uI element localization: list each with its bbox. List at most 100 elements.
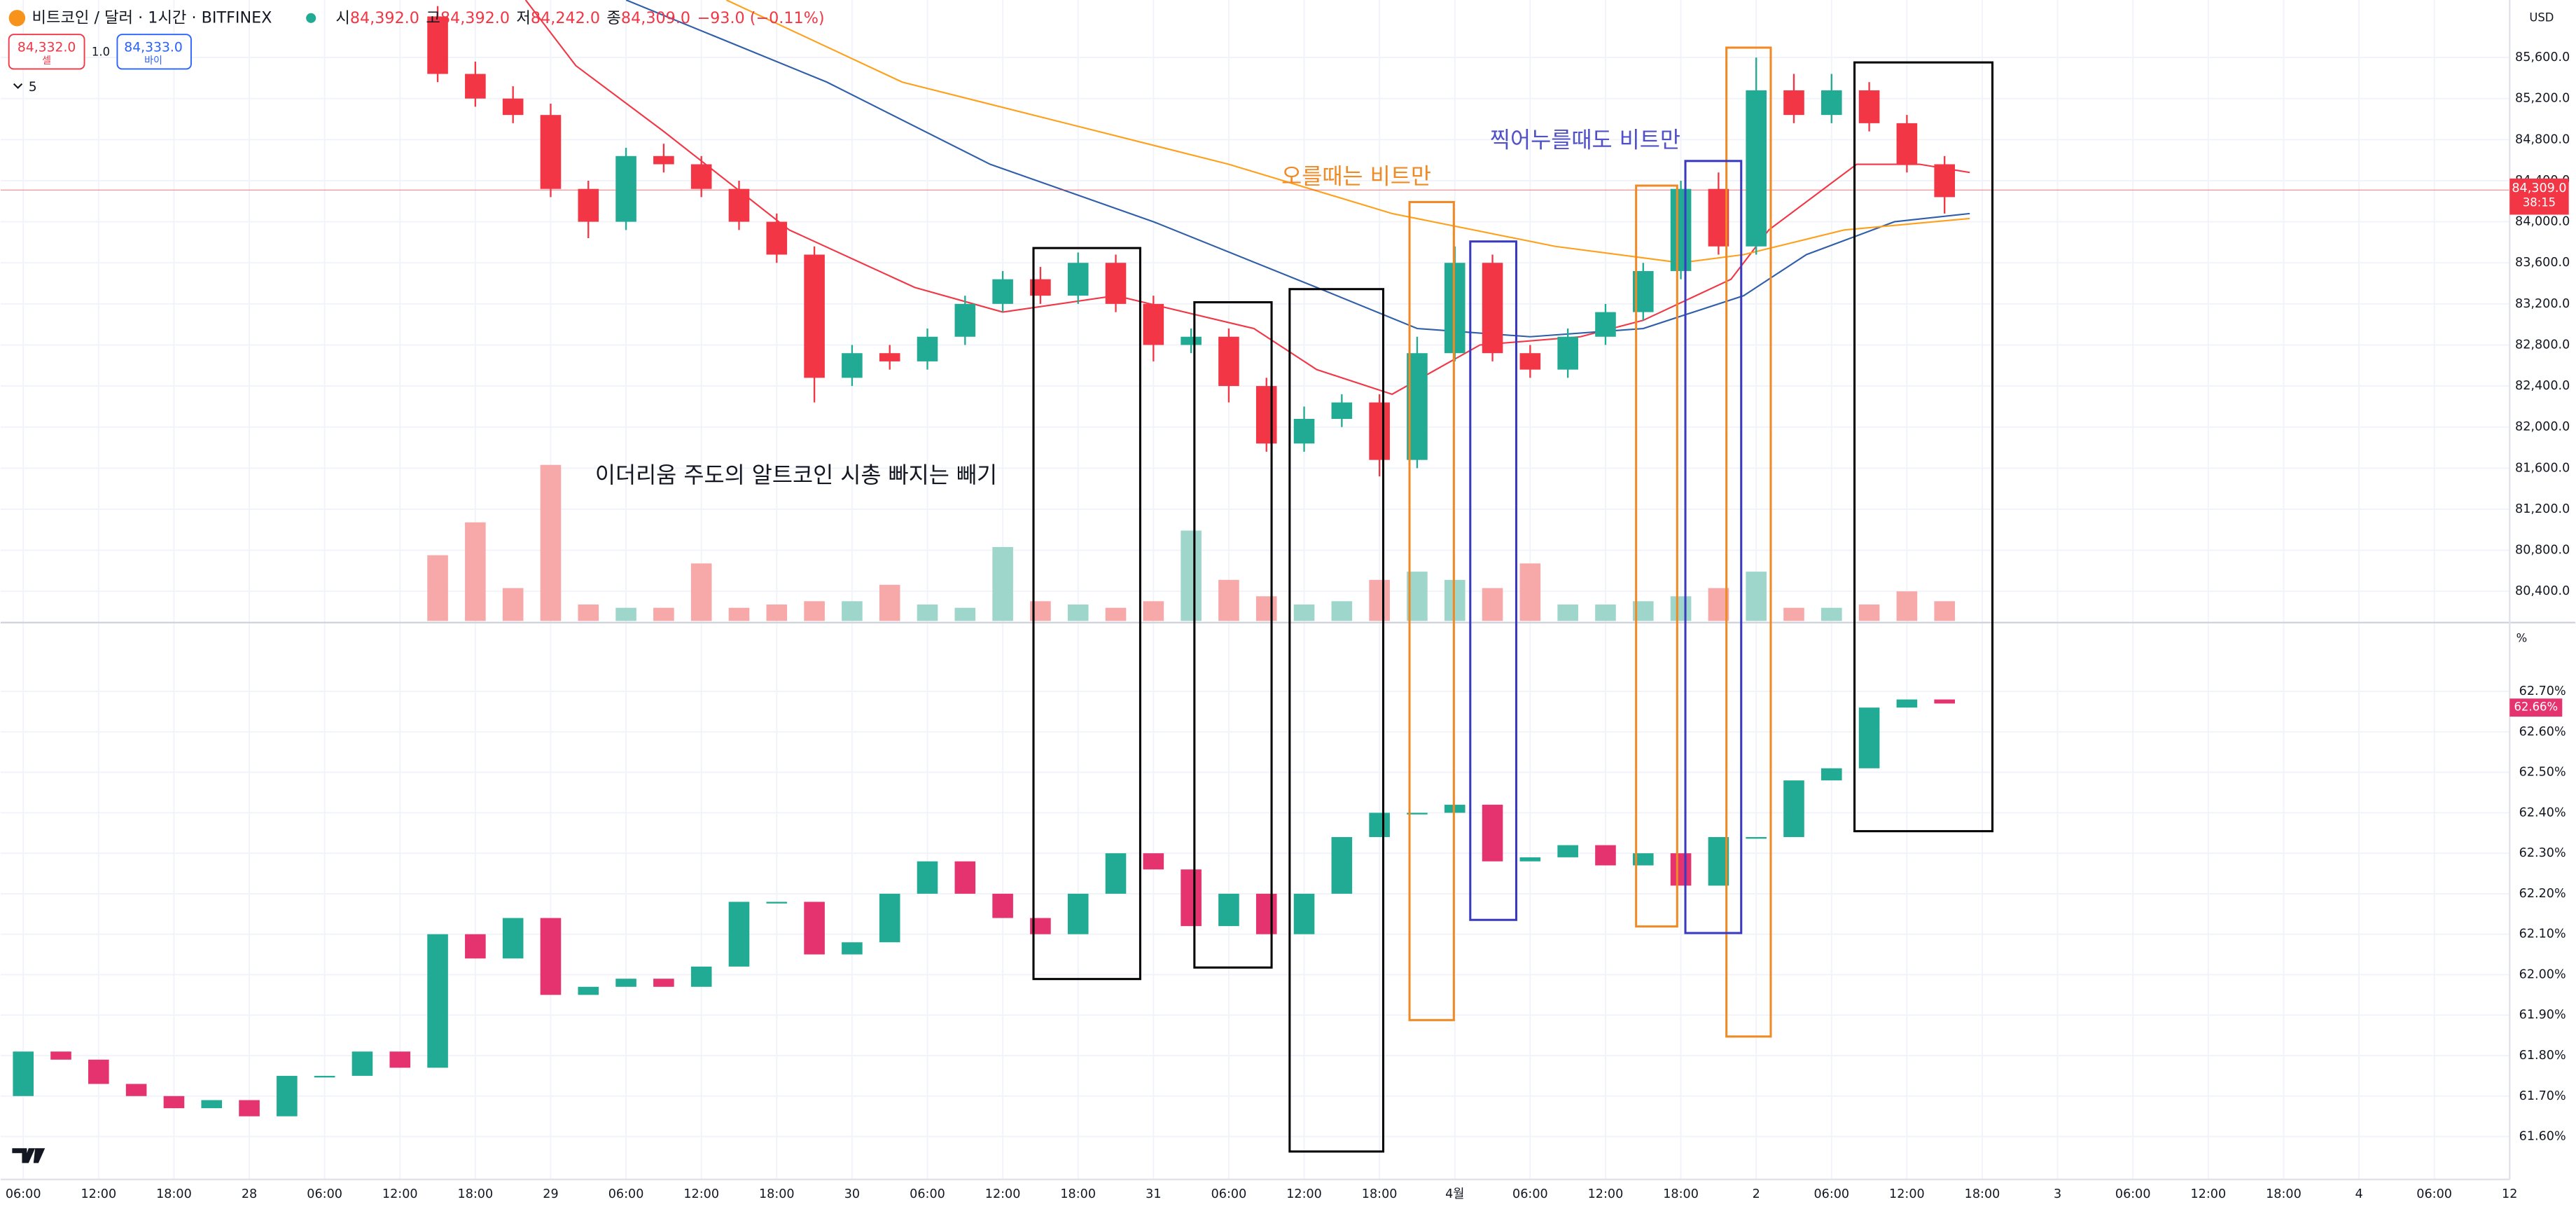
volume-bar	[578, 604, 599, 621]
sell-button[interactable]	[8, 34, 85, 70]
candle-body	[954, 303, 976, 337]
volume-bar	[653, 607, 674, 621]
y-tick-label: 61.80%	[2519, 1049, 2566, 1063]
candle-body	[1181, 869, 1202, 927]
volume-bar	[1369, 579, 1390, 621]
candle-body	[465, 934, 486, 959]
candle-body	[1670, 188, 1692, 271]
y-tick-label: 85,200.0	[2515, 92, 2570, 106]
price-pane	[0, 0, 2510, 621]
candle-body	[1067, 263, 1089, 296]
candle-body	[163, 1096, 185, 1109]
candle-body	[1519, 353, 1541, 370]
last-value-badge	[2509, 698, 2563, 717]
value: 84,242.0	[531, 8, 600, 27]
volume-bar	[1746, 572, 1767, 621]
label: 종	[606, 8, 621, 27]
y-tick-label: 62.70%	[2519, 684, 2566, 698]
y-tick-label: 61.90%	[2519, 1008, 2566, 1022]
candle-body	[314, 1075, 335, 1078]
candle-body	[1143, 853, 1164, 870]
box	[1193, 300, 1273, 969]
candle-body	[1407, 813, 1428, 815]
volume-bar	[728, 607, 750, 621]
y-tick-label: 82,800.0	[2515, 338, 2570, 352]
volume-bar	[917, 604, 938, 621]
x-tick-label: 29	[543, 1187, 558, 1201]
candle-body	[842, 353, 863, 378]
volume-bar	[1218, 579, 1239, 621]
candle-body	[427, 934, 448, 1068]
candle-body	[1934, 699, 1956, 704]
candle-body	[766, 221, 788, 255]
candle-body	[502, 98, 524, 116]
candle-body	[277, 1075, 298, 1117]
y-tick-label: 62.50%	[2519, 766, 2566, 780]
currency: USD	[2529, 11, 2554, 24]
y-tick-label: 62.20%	[2519, 887, 2566, 901]
volume-bar	[1820, 607, 1842, 621]
last-value-label: 62.66%	[2514, 700, 2558, 714]
label: 저	[516, 8, 531, 27]
y-tick-label: 80,400.0	[2515, 584, 2570, 598]
candle-body	[1632, 853, 1654, 866]
candle-body	[954, 861, 976, 894]
moving-average	[726, 0, 1970, 264]
box	[1725, 46, 1772, 1038]
x-tick-label: 06:00	[2115, 1187, 2151, 1201]
x-tick-label: 18:00	[1362, 1187, 1398, 1201]
x-tick-label: 06:00	[307, 1187, 342, 1201]
countdown: 38:15	[2523, 196, 2556, 209]
y-tick-label: 85,600.0	[2515, 50, 2570, 64]
volume-bar	[502, 588, 524, 621]
volume-bar	[1255, 596, 1277, 621]
candle-body	[728, 901, 750, 967]
symbol[interactable]: 비트코인 / 달러 · 1시간 · BITFINEX	[32, 8, 272, 27]
candle-body	[540, 115, 562, 189]
candle-body	[1293, 419, 1315, 444]
candle-body	[1746, 837, 1767, 839]
candle-body	[1820, 768, 1842, 781]
last-price-badge	[2509, 178, 2569, 215]
candle-body	[1030, 279, 1051, 296]
buy-button[interactable]	[116, 34, 192, 70]
candle-body	[917, 861, 938, 894]
x-tick-label: 12:00	[1889, 1187, 1925, 1201]
candle-body	[502, 918, 524, 959]
candle-body	[653, 979, 674, 987]
volume-bar	[1858, 604, 1880, 621]
box	[1635, 184, 1678, 928]
x-tick-label: 06:00	[2416, 1187, 2452, 1201]
x-tick-label: 12:00	[985, 1187, 1021, 1201]
x-tick-label: 3	[2054, 1187, 2061, 1201]
x-tick-label: 12:00	[81, 1187, 116, 1201]
x-tick-label: 18:00	[1060, 1187, 1096, 1201]
x-tick-label: 06:00	[1211, 1187, 1247, 1201]
y-tick-label: 80,800.0	[2515, 544, 2570, 558]
volume-bar	[1595, 604, 1616, 621]
candle-body	[239, 1100, 260, 1117]
candle-body	[992, 279, 1013, 304]
box	[1288, 288, 1385, 1153]
y-tick-label: 62.00%	[2519, 967, 2566, 981]
collapse-icon[interactable]	[13, 83, 23, 89]
x-tick-label: 12:00	[1286, 1187, 1322, 1201]
x-tick-label: 4	[2355, 1187, 2362, 1201]
candle-body	[1557, 336, 1578, 370]
x-tick-label: 28	[242, 1187, 257, 1201]
market-status	[306, 13, 316, 23]
candle-body	[879, 893, 900, 943]
candle-body	[1293, 893, 1315, 934]
candle-body	[1067, 893, 1089, 934]
x-tick-label: 12:00	[2190, 1187, 2226, 1201]
label: 고	[426, 8, 440, 27]
candle-body	[1783, 780, 1804, 838]
y-tick-label: 61.70%	[2519, 1089, 2566, 1103]
candle-body	[88, 1059, 109, 1084]
candle-body	[351, 1051, 373, 1076]
y-tick-label: 82,400.0	[2515, 379, 2570, 393]
candle-body	[653, 156, 674, 165]
y-tick-label: 81,200.0	[2515, 502, 2570, 516]
y-tick-label: 84,000.0	[2515, 215, 2570, 229]
annotation: 이더리움 주도의 알트코인 시총 빠지는 빼기	[595, 463, 997, 488]
